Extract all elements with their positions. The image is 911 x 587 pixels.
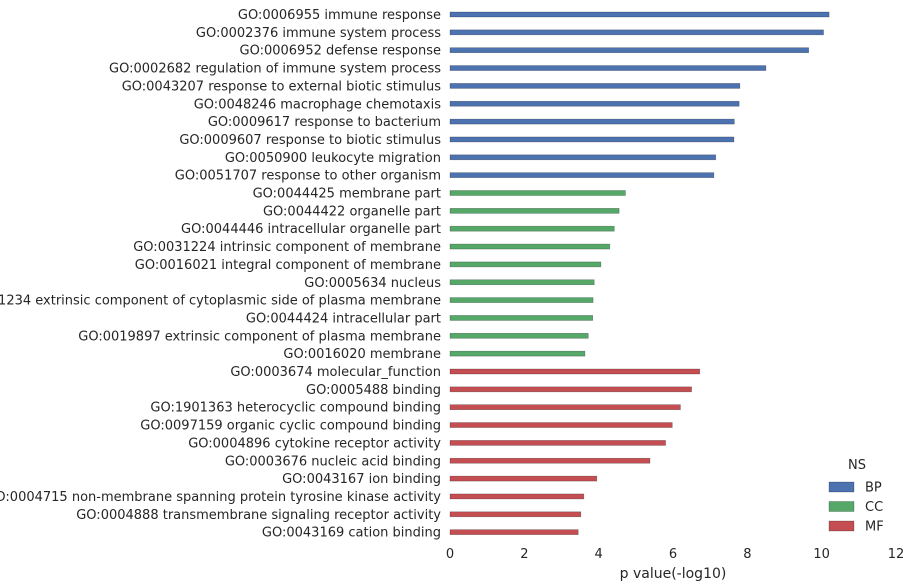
bar-cc [449, 225, 615, 232]
x-axis-label: p value(-log10) [620, 566, 727, 582]
category-label: GO:0009607 response to biotic stimulus [179, 133, 441, 148]
bar-mf [449, 386, 692, 393]
bar-cc [449, 332, 589, 339]
legend-swatch-mf [828, 520, 855, 532]
category-label: GO:0031224 intrinsic component of membra… [133, 240, 441, 255]
category-label: GO:0044422 organelle part [263, 204, 441, 219]
bar-mf [449, 368, 701, 375]
category-label: GO:0051707 response to other organism [175, 169, 441, 184]
category-label: GO:0044446 intracellular organelle part [181, 222, 441, 237]
x-tick-label: 8 [743, 547, 751, 562]
category-label: GO:0003674 molecular_function [230, 365, 441, 380]
x-tick-label: 6 [669, 547, 677, 562]
category-label: GO:0004896 cytokine receptor activity [188, 436, 441, 451]
x-tick-label: 4 [595, 547, 603, 562]
legend: NS BP CC MF [828, 458, 884, 535]
category-label: GO:0005488 binding [306, 383, 441, 398]
category-label: GO:0050900 leukocyte migration [225, 151, 441, 166]
category-label: GO:0044425 membrane part [253, 187, 441, 202]
bar-bp [449, 65, 767, 71]
bar-mf [449, 457, 651, 464]
bar-cc [449, 350, 586, 357]
category-label: GO:0002682 regulation of immune system p… [109, 62, 441, 77]
bar-cc [449, 261, 602, 268]
category-label: GO:0004888 transmembrane signaling recep… [76, 508, 441, 523]
category-label: GO:0043167 ion binding [282, 472, 441, 487]
bar-cc [449, 279, 595, 286]
category-label: GO:0005634 nucleus [304, 276, 441, 291]
bar-cc [449, 315, 594, 321]
bar-cc [449, 243, 611, 250]
category-label: GO:0044424 intracellular part [246, 311, 441, 326]
category-label: GO:0031234 extrinsic component of cytopl… [0, 294, 441, 309]
category-label: GO:0003676 nucleic acid binding [225, 454, 441, 469]
bar-cc [449, 190, 626, 196]
x-tick-label: 10 [813, 547, 830, 562]
category-label: GO:0009617 response to bacterium [208, 115, 441, 130]
category-label: GO:0043169 cation binding [262, 526, 441, 541]
x-tick-label: 2 [520, 547, 528, 562]
bar-mf [449, 493, 585, 500]
category-label: GO:0006955 immune response [238, 8, 441, 23]
category-label: GO:0016020 membrane [283, 347, 441, 362]
category-label: GO:0006952 defense response [240, 44, 442, 59]
category-label: GO:0043207 response to external biotic s… [122, 79, 442, 94]
category-label: GO:0097159 organic cyclic compound bindi… [140, 419, 441, 434]
bar-bp [449, 100, 740, 107]
category-label: GO:0004715 non-membrane spanning protein… [0, 490, 441, 505]
bar-cc [449, 208, 620, 214]
bar-mf [449, 511, 582, 518]
category-label: GO:1901363 heterocyclic compound binding [150, 401, 441, 416]
bar-bp [449, 154, 717, 161]
category-label: GO:0048246 macrophage chemotaxis [194, 97, 441, 112]
bar-bp [449, 172, 715, 178]
bar-bp [449, 118, 735, 125]
category-labels-group: GO:0006955 immune response GO:0002376 imm… [0, 8, 441, 541]
bar-mf [449, 422, 673, 428]
x-tick-label: 0 [446, 547, 454, 562]
legend-swatch-cc [828, 501, 855, 512]
bar-bp [449, 29, 824, 36]
category-label: GO:0019897 extrinsic component of plasma… [78, 329, 441, 344]
legend-title: NS [848, 458, 866, 473]
bar-bp [449, 47, 809, 54]
legend-label-mf: MF [865, 520, 884, 535]
bar-bp [449, 136, 735, 143]
legend-label-cc: CC [865, 500, 883, 515]
bars-group [449, 11, 830, 535]
bar-mf [449, 475, 598, 482]
bar-mf [449, 404, 681, 411]
bar-bp [449, 83, 741, 89]
category-label: GO:0002376 immune system process [196, 26, 441, 41]
x-axis: 0 2 4 6 8 10 12 [446, 547, 904, 562]
legend-swatch-bp [828, 481, 855, 493]
legend-label-bp: BP [865, 481, 882, 496]
bar-mf [449, 529, 579, 535]
bar-cc [449, 297, 594, 303]
bar-mf [449, 440, 666, 446]
x-tick-label: 12 [888, 547, 905, 562]
category-label: GO:0016021 integral component of membran… [135, 258, 441, 273]
bar-bp [449, 11, 830, 18]
